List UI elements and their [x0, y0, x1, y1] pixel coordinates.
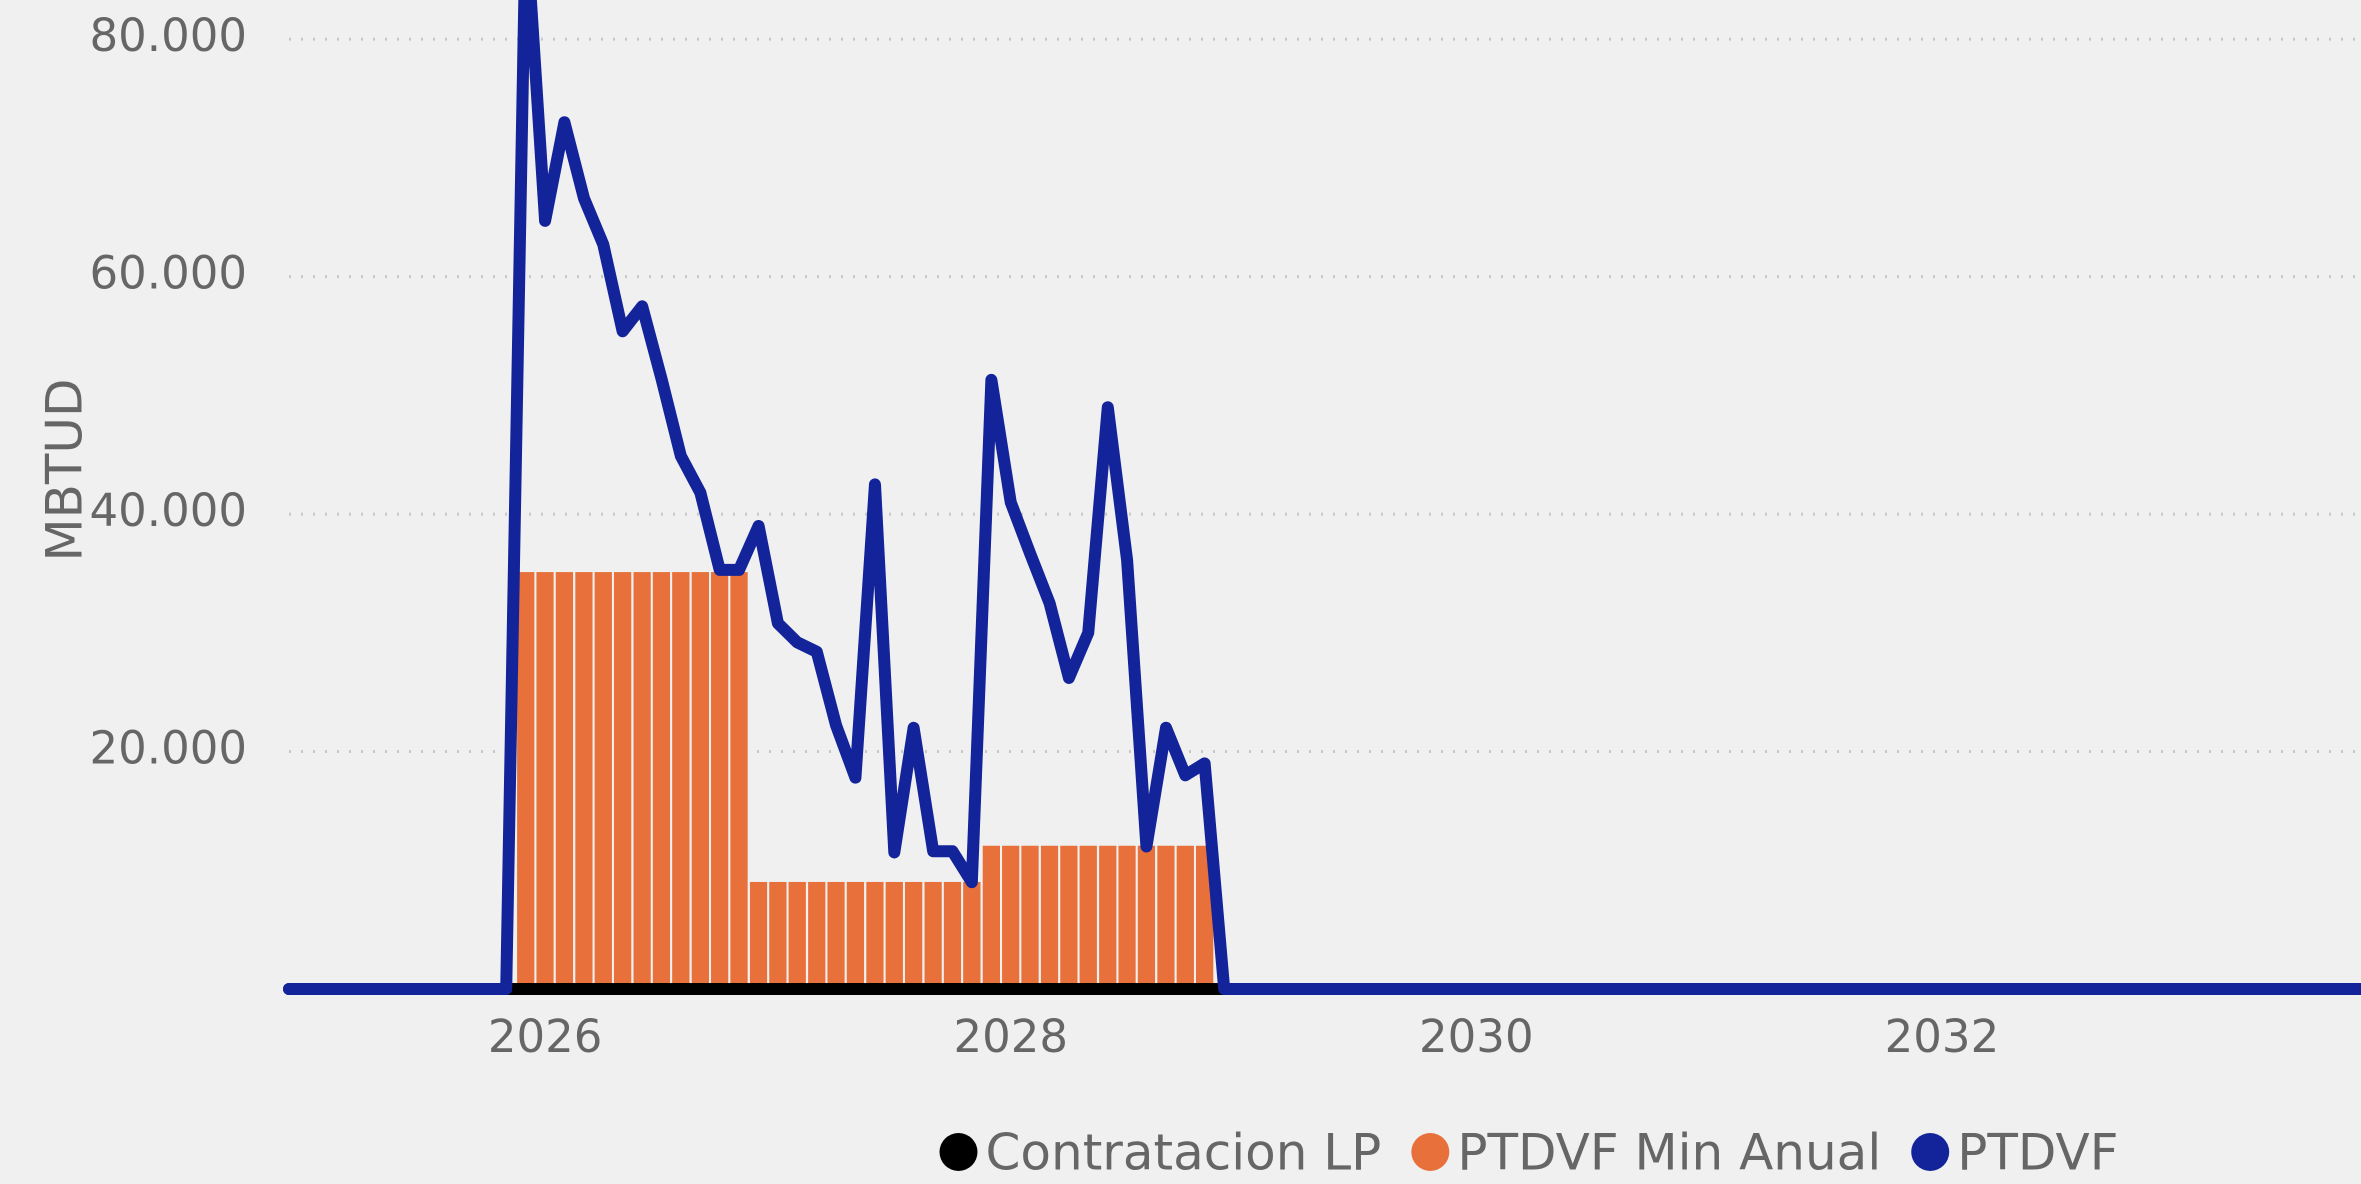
bar	[515, 570, 537, 990]
bar	[1000, 843, 1022, 990]
legend-label: PTDVF Min Anual	[1457, 1124, 1881, 1182]
x-tick-label: 2032	[1885, 1010, 2000, 1063]
legend-marker	[939, 1133, 978, 1171]
bar	[670, 570, 692, 990]
x-tick-label: 2026	[488, 1010, 603, 1063]
legend-marker	[1411, 1133, 1450, 1171]
bar	[728, 570, 750, 990]
y-tick-label: 60.000	[90, 247, 247, 300]
y-tick-label: 20.000	[90, 722, 247, 775]
bar	[709, 570, 731, 990]
bar	[534, 570, 556, 990]
bar	[1058, 843, 1080, 990]
legend: Contratacion LP PTDVF Min Anual PTDVF	[939, 1124, 2119, 1182]
legend-label: PTDVF	[1957, 1124, 2118, 1182]
bar	[941, 879, 964, 991]
bar	[864, 879, 886, 991]
bar	[1174, 843, 1196, 990]
bar	[611, 570, 634, 990]
bar	[1155, 843, 1177, 990]
bar	[592, 570, 614, 990]
bar	[883, 879, 905, 991]
x-tick-label: 2028	[953, 1010, 1068, 1063]
bar	[980, 843, 1003, 990]
bar	[1135, 843, 1158, 990]
bar	[1038, 843, 1061, 990]
bar	[902, 879, 925, 991]
bar	[1019, 843, 1041, 990]
x-tick-label: 2030	[1419, 1010, 1534, 1063]
bar	[573, 570, 595, 990]
y-axis-title: MBTUD	[36, 378, 94, 561]
bar	[844, 879, 867, 991]
bar	[767, 879, 789, 991]
line	[283, 0, 2361, 995]
bar	[553, 570, 576, 990]
bar	[825, 879, 847, 991]
bar	[747, 879, 770, 991]
y-tick-label: 80.000	[90, 9, 247, 62]
legend-label: Contratacion LP	[986, 1124, 1382, 1182]
plot-area	[283, 0, 2361, 995]
legend-marker	[1911, 1133, 1950, 1171]
y-tick-label: 40.000	[90, 484, 247, 537]
bar	[650, 570, 673, 990]
bar	[961, 879, 983, 991]
bar	[922, 879, 944, 991]
bar	[631, 570, 653, 990]
bar	[689, 570, 712, 990]
bar	[1116, 843, 1138, 990]
bar	[806, 879, 828, 991]
bar	[786, 879, 808, 991]
bar	[1077, 843, 1099, 990]
bar	[1097, 843, 1119, 990]
